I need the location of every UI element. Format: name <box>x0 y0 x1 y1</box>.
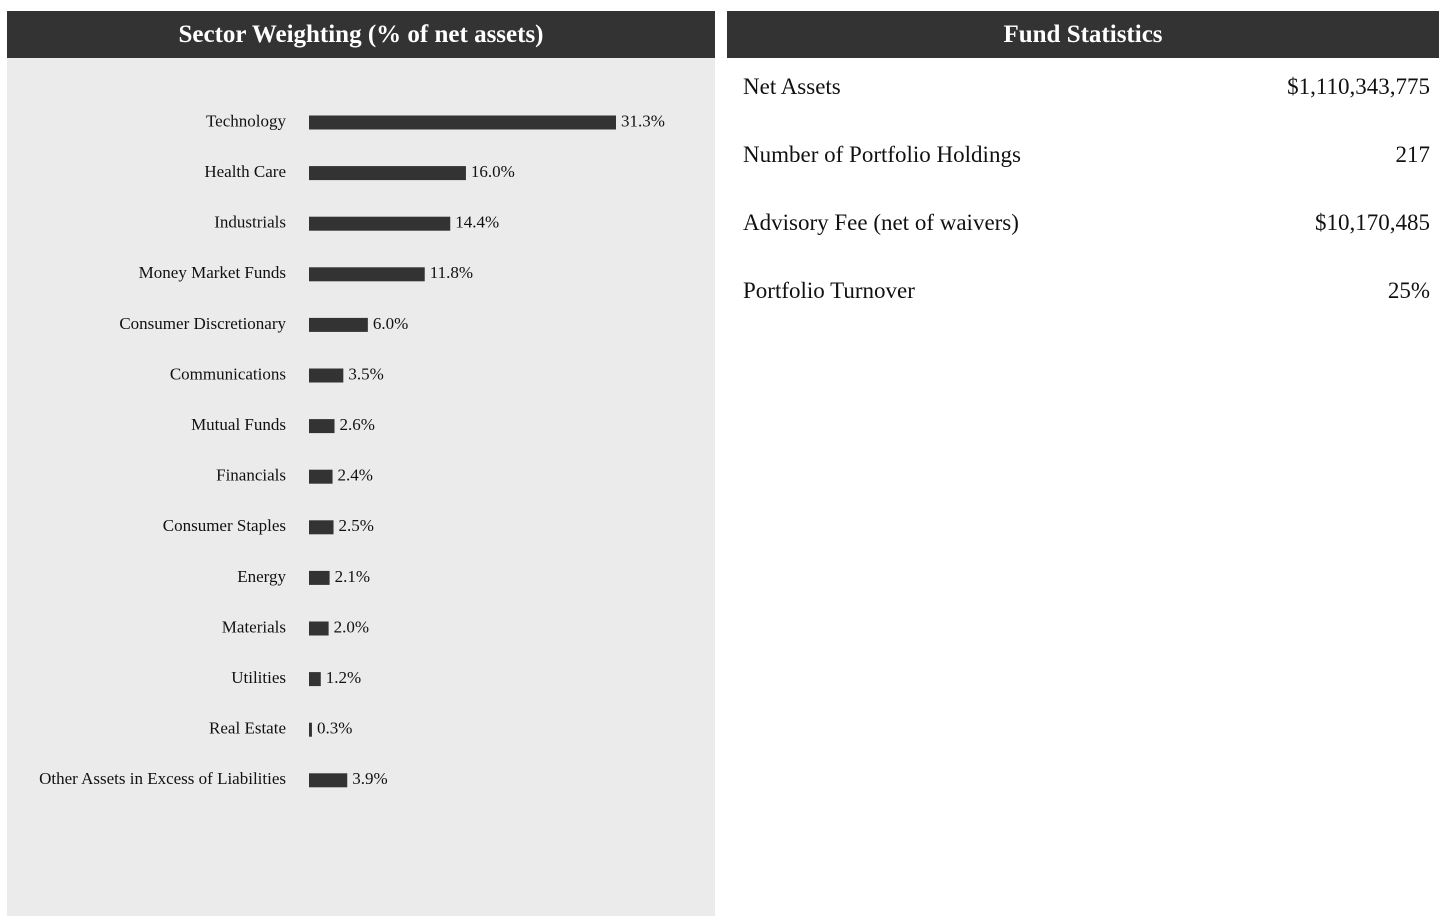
chart: Technology 31.3% Health Care 16.0% Industria… <box>39 111 665 788</box>
stat-label: Advisory Fee (net of waivers) <box>743 210 1019 235</box>
chart-title: Sector Weighting (% of net assets) <box>7 11 715 58</box>
bar <box>309 469 333 484</box>
bar <box>309 166 466 181</box>
value-label: 0.3% <box>317 719 352 738</box>
value-label: 16.0% <box>471 162 515 181</box>
bar <box>309 317 368 332</box>
category-label: Financials <box>216 466 286 485</box>
value-label: 6.0% <box>373 314 408 333</box>
category-label: Money Market Funds <box>139 263 286 282</box>
stat-value: $10,170,485 <box>1315 210 1430 235</box>
value-label: 31.3% <box>621 111 665 130</box>
stat-value: 25% <box>1387 278 1430 303</box>
value-label: 2.0% <box>334 617 369 636</box>
value-label: 2.1% <box>335 567 370 586</box>
stat-row: Portfolio Turnover 25% <box>743 278 1430 304</box>
stat-label: Portfolio Turnover <box>743 278 915 303</box>
bar <box>309 419 335 434</box>
stat-row: Number of Portfolio Holdings 217 <box>743 142 1430 168</box>
bar <box>309 115 616 130</box>
bar <box>309 672 321 687</box>
bar <box>309 368 344 383</box>
value-label: 3.9% <box>352 769 387 788</box>
category-label: Other Assets in Excess of Liabilities <box>39 769 286 788</box>
category-label: Technology <box>206 111 287 130</box>
stats-title: Fund Statistics <box>727 11 1439 58</box>
value-label: 14.4% <box>455 213 499 232</box>
category-label: Real Estate <box>209 719 286 738</box>
chart-panel: Technology 31.3% Health Care 16.0% Industria… <box>7 58 715 916</box>
bar <box>309 621 329 636</box>
bar <box>309 773 348 788</box>
value-label: 11.8% <box>430 263 473 282</box>
value-label: 2.4% <box>338 466 373 485</box>
bar <box>309 570 330 585</box>
category-label: Industrials <box>214 213 286 232</box>
category-label: Health Care <box>204 162 286 181</box>
category-label: Energy <box>237 567 286 586</box>
category-label: Mutual Funds <box>191 415 286 434</box>
value-label: 1.2% <box>326 668 361 687</box>
bar <box>309 722 312 737</box>
value-label: 2.5% <box>339 516 374 535</box>
stat-value: $1,110,343,775 <box>1287 74 1430 99</box>
value-label: 2.6% <box>340 415 375 434</box>
category-label: Consumer Staples <box>163 516 286 535</box>
category-label: Communications <box>170 364 286 383</box>
bar <box>309 520 334 535</box>
bar <box>309 216 451 231</box>
value-label: 3.5% <box>348 364 383 383</box>
stat-label: Net Assets <box>743 74 841 99</box>
category-label: Materials <box>222 617 286 636</box>
category-label: Utilities <box>231 668 286 687</box>
category-label: Consumer Discretionary <box>119 314 286 333</box>
stat-value: 217 <box>1395 142 1431 167</box>
stat-label: Number of Portfolio Holdings <box>743 142 1021 167</box>
stat-row: Advisory Fee (net of waivers) $10,170,485 <box>743 210 1430 236</box>
bar <box>309 267 425 282</box>
stat-row: Net Assets $1,110,343,775 <box>743 74 1430 100</box>
